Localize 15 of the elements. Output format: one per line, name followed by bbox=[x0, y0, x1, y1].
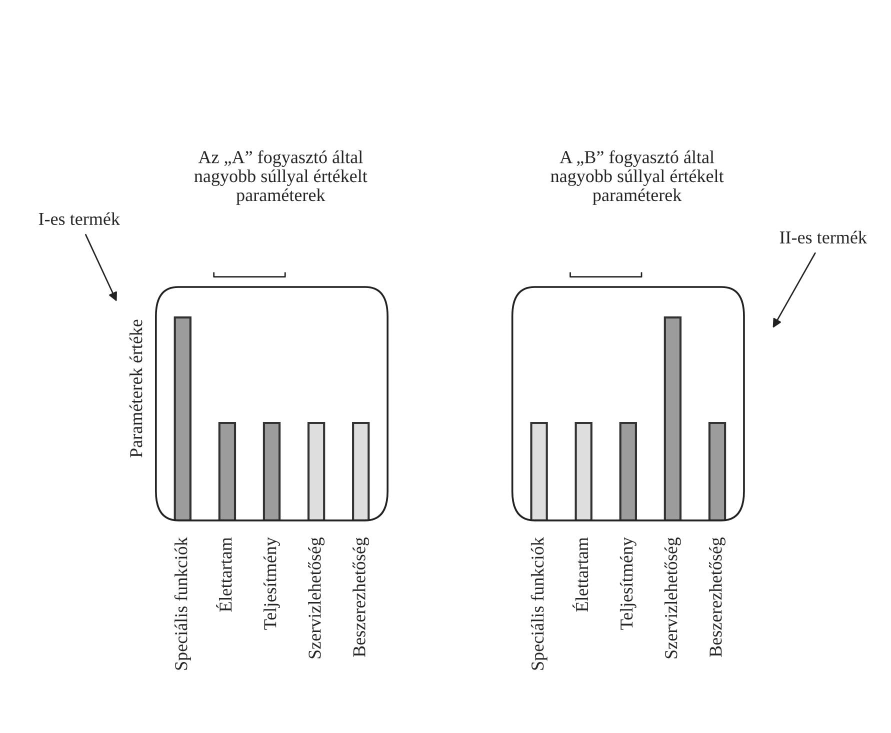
x-tick-label: Szervizlehetőség bbox=[308, 537, 325, 658]
x-tick-label: Speciális funkciók bbox=[174, 537, 191, 670]
text: I-es termék bbox=[38, 212, 120, 226]
chart-title: A „B” fogyasztó által nagyobb súllyal értékelt paraméterek bbox=[550, 150, 724, 205]
chart-title: Az „A” fogyasztó által nagyobb súllyal értékelt paraméterek bbox=[194, 150, 368, 205]
x-tick-label: Élettartam bbox=[216, 537, 232, 612]
x-tick-label: Beszerezhetőség bbox=[352, 537, 370, 657]
x-tick-label: Speciális funkciók bbox=[530, 537, 548, 670]
text: II-es termék bbox=[780, 230, 867, 244]
x-tick-label: Teljesítmény bbox=[620, 537, 636, 630]
x-tick-label: Beszerezhetőség bbox=[709, 537, 726, 657]
y-axis-title: Paraméterek értéke bbox=[130, 320, 142, 458]
x-tick-label: Élettartam bbox=[572, 537, 588, 612]
x-tick-label: Szervizlehetőség bbox=[664, 537, 681, 658]
x-tick-label: Teljesítmény bbox=[264, 537, 280, 630]
